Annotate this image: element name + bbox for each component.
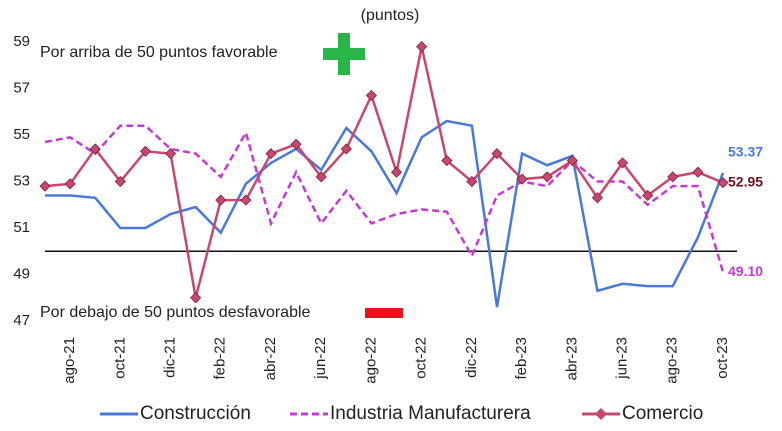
y-tick-label: 53 (13, 172, 30, 189)
y-tick-label: 57 (13, 79, 30, 96)
x-tick-label: ago-23 (664, 337, 681, 384)
x-tick-label: oct-21 (111, 337, 128, 379)
marker (39, 180, 51, 192)
marker (441, 155, 453, 167)
marker (190, 292, 202, 304)
x-tick-label: jun-22 (312, 337, 329, 380)
x-tick-label: feb-22 (212, 337, 229, 380)
marker (491, 148, 503, 160)
value-label: 52.95 (728, 173, 763, 189)
marker (89, 143, 101, 155)
subtitle: (puntos) (361, 7, 420, 24)
x-tick-label: ago-21 (61, 337, 78, 384)
x-tick-label: dic-22 (463, 337, 480, 378)
marker (290, 138, 302, 150)
legend-label: Comercio (622, 403, 703, 424)
annotation: Por arriba de 50 puntos favorable (40, 44, 278, 61)
minus-icon (365, 308, 403, 318)
series-line (45, 119, 725, 308)
value-label: 49.10 (728, 263, 763, 279)
x-tick-label: ago-22 (362, 337, 379, 384)
x-tick-label: abr-23 (563, 337, 580, 380)
y-tick-label: 55 (13, 126, 30, 143)
marker (667, 171, 679, 183)
y-tick-label: 59 (13, 33, 30, 50)
marker (64, 178, 76, 190)
series-line (44, 46, 724, 299)
marker (541, 171, 553, 183)
legend-label: Construcción (140, 403, 251, 424)
plus-icon (323, 33, 365, 75)
y-tick-label: 49 (13, 265, 30, 282)
marker (365, 89, 378, 102)
marker (516, 173, 528, 185)
marker (390, 166, 403, 178)
x-tick-label: oct-23 (714, 337, 731, 379)
annotation: Por debajo de 50 puntos desfavorable (40, 304, 311, 321)
legend-label: Industria Manufacturera (330, 403, 531, 424)
marker (164, 148, 177, 160)
x-tick-label: feb-23 (513, 337, 530, 380)
marker (466, 175, 478, 188)
legend-marker (595, 408, 607, 420)
marker (114, 175, 126, 188)
marker (265, 148, 277, 160)
marker (591, 192, 604, 204)
marker (139, 145, 152, 157)
marker (692, 166, 704, 178)
marker (717, 177, 729, 189)
y-tick-label: 51 (13, 219, 30, 236)
x-tick-label: dic-21 (162, 337, 179, 378)
marker (566, 155, 578, 167)
marker (315, 171, 327, 183)
marker (240, 194, 252, 206)
marker (416, 41, 428, 53)
x-tick-label: abr-22 (262, 337, 279, 380)
marker (215, 194, 227, 206)
marker (340, 143, 352, 155)
marker (642, 189, 654, 202)
x-tick-label: oct-22 (413, 337, 430, 379)
x-tick-label: jun-23 (614, 337, 631, 380)
marker (616, 157, 629, 169)
value-label: 53.37 (728, 144, 763, 160)
y-tick-label: 47 (13, 312, 30, 329)
